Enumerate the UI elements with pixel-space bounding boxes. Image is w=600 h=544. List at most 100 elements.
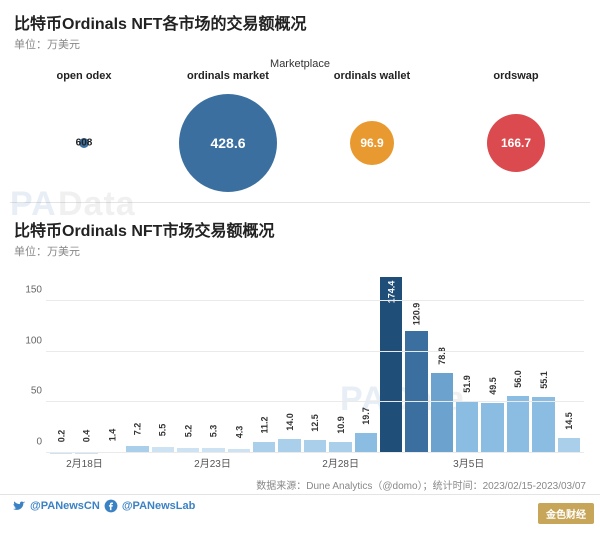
x-tick: 2月28日	[322, 455, 359, 470]
gridline	[46, 452, 584, 453]
bar	[431, 373, 453, 453]
bar-wrap: 5.3	[202, 271, 224, 453]
marketplace-label: Marketplace	[0, 58, 600, 70]
bar-wrap: 7.2	[126, 271, 148, 453]
bubble-row: open odex608ordinals market428.6ordinals…	[0, 70, 600, 198]
bar-wrap: 174.4	[380, 271, 402, 453]
bar-value: 0.4	[82, 429, 92, 442]
bubble: 428.6	[179, 94, 277, 192]
bar-wrap: 56.0	[507, 271, 529, 453]
x-tick: 2月23日	[194, 455, 231, 470]
x-tick: 2月18日	[66, 455, 103, 470]
bar-value: 51.9	[462, 375, 472, 393]
bar-value: 5.5	[158, 424, 168, 437]
bar-wrap: 51.9	[456, 271, 478, 453]
gridline	[46, 401, 584, 402]
bar-wrap: 19.7	[355, 271, 377, 453]
bar-value: 4.3	[234, 425, 244, 438]
bubble-col: ordinals market 428.6	[156, 70, 300, 198]
bar-value: 5.3	[208, 424, 218, 437]
bubble: 166.7	[487, 114, 545, 172]
bubble-col: ordswap 166.7	[444, 70, 588, 198]
source-line: 数据来源：Dune Analytics（@domo）；统计时间：2023/02/…	[0, 475, 600, 492]
bubble-area: 608	[12, 88, 156, 198]
bubble-name: open odex	[12, 70, 156, 82]
x-axis: 2月18日 2月23日 2月28日 3月5日	[46, 455, 584, 473]
bar-wrap: 5.2	[177, 271, 199, 453]
bar-value: 55.1	[538, 372, 548, 390]
facebook-icon	[104, 499, 118, 513]
bubble-col: ordinals wallet 96.9	[300, 70, 444, 198]
plot-area: 0.2 0.4 1.4 7.2 5.5 5.2 5.3 4.3 11.2 14.0 12.5 10.9…	[46, 271, 584, 453]
bar-panel: 比特币Ordinals NFT市场交易额概况 单位：万美元 0.2 0.4 1.4 7…	[0, 207, 600, 492]
y-tick: 100	[16, 335, 42, 346]
bar-wrap: 10.9	[329, 271, 351, 453]
bar	[278, 439, 300, 453]
bar-value: 14.5	[564, 413, 574, 431]
bar-chart: 0.2 0.4 1.4 7.2 5.5 5.2 5.3 4.3 11.2 14.0 12.5 10.9…	[12, 265, 588, 475]
bubble-area: 96.9	[300, 88, 444, 198]
bubble-col: open odex 608	[12, 70, 156, 198]
bubble-value: 96.9	[360, 136, 383, 150]
x-tick: 3月5日	[453, 455, 484, 470]
footer-handle-2: @PANewsLab	[122, 500, 195, 512]
bubble-name: ordinals wallet	[300, 70, 444, 82]
bar-wrap: 78.8	[431, 271, 453, 453]
bar-value: 5.2	[183, 424, 193, 437]
y-tick: 150	[16, 285, 42, 296]
bar-wrap: 0.4	[75, 271, 97, 453]
bar-wrap: 1.4	[101, 271, 123, 453]
bar-wrap: 14.0	[278, 271, 300, 453]
y-tick: 0	[16, 437, 42, 448]
bar-value: 14.0	[285, 413, 295, 431]
bubble-name: ordswap	[444, 70, 588, 82]
bubble-value: 166.7	[501, 136, 531, 150]
panel1-subtitle: 单位：万美元	[0, 34, 600, 58]
bar-wrap: 4.3	[228, 271, 250, 453]
bar	[456, 401, 478, 453]
bar-value: 19.7	[361, 407, 371, 425]
bar-wrap: 120.9	[405, 271, 427, 453]
panel2-title: 比特币Ordinals NFT市场交易额概况	[0, 207, 600, 241]
panel1-title: 比特币Ordinals NFT各市场的交易额概况	[0, 0, 600, 34]
bar	[355, 433, 377, 453]
bar-value: 12.5	[310, 415, 320, 433]
footer-handle-1: @PANewsCN	[30, 500, 100, 512]
bar	[405, 331, 427, 453]
footer: @PANewsCN @PANewsLab	[0, 494, 600, 517]
bar	[532, 397, 554, 453]
twitter-icon	[12, 499, 26, 513]
bar-wrap: 11.2	[253, 271, 275, 453]
bar	[481, 403, 503, 453]
bar-value: 1.4	[107, 428, 117, 441]
bar-wrap: 5.5	[152, 271, 174, 453]
bubble-name: ordinals market	[156, 70, 300, 82]
bar-value: 10.9	[335, 416, 345, 434]
bar-wrap: 49.5	[481, 271, 503, 453]
bar-value: 120.9	[411, 303, 421, 326]
y-tick: 50	[16, 386, 42, 397]
bar-value: 0.2	[56, 430, 66, 443]
bars-container: 0.2 0.4 1.4 7.2 5.5 5.2 5.3 4.3 11.2 14.0 12.5 10.9…	[46, 271, 584, 453]
bubble: 96.9	[350, 121, 394, 165]
bar	[507, 396, 529, 453]
gridline	[46, 300, 584, 301]
bar-wrap: 0.2	[50, 271, 72, 453]
bubble-area: 166.7	[444, 88, 588, 198]
gridline	[46, 351, 584, 352]
bubble-area: 428.6	[156, 88, 300, 198]
bar	[558, 438, 580, 453]
bar-value: 49.5	[488, 377, 498, 395]
bubble-value: 608	[76, 138, 93, 149]
bubble-panel: 比特币Ordinals NFT各市场的交易额概况 单位：万美元 Marketpl…	[0, 0, 600, 198]
bar-value: 11.2	[259, 416, 269, 433]
bar-wrap: 14.5	[558, 271, 580, 453]
panel2-subtitle: 单位：万美元	[0, 241, 600, 265]
bar-wrap: 55.1	[532, 271, 554, 453]
bar-wrap: 12.5	[304, 271, 326, 453]
separator	[10, 202, 590, 203]
bar-value: 56.0	[513, 371, 523, 389]
bubble-value: 428.6	[210, 135, 245, 151]
bar-value: 7.2	[132, 422, 142, 435]
brand-badge: 金色财经	[538, 503, 594, 524]
